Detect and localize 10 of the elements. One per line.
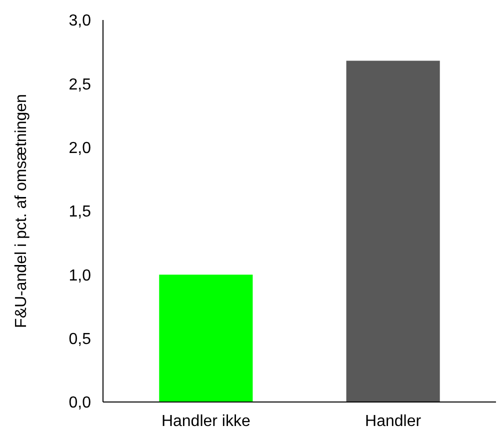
y-tick-label: 1,0: [68, 267, 92, 284]
x-tick-label: Handler: [365, 413, 422, 430]
y-tick-label: 3,0: [68, 12, 92, 30]
y-axis-title: F&U-andel i pct. af omsætningen: [13, 94, 30, 328]
y-tick-label: 2,0: [68, 140, 92, 157]
y-tick-label: 0,0: [68, 394, 92, 412]
y-tick-label: 2,5: [68, 76, 92, 94]
y-tick-label: 0,5: [68, 330, 92, 348]
y-tick-label: 1,5: [68, 204, 92, 221]
x-tick-label: Handler ikke: [161, 413, 250, 430]
